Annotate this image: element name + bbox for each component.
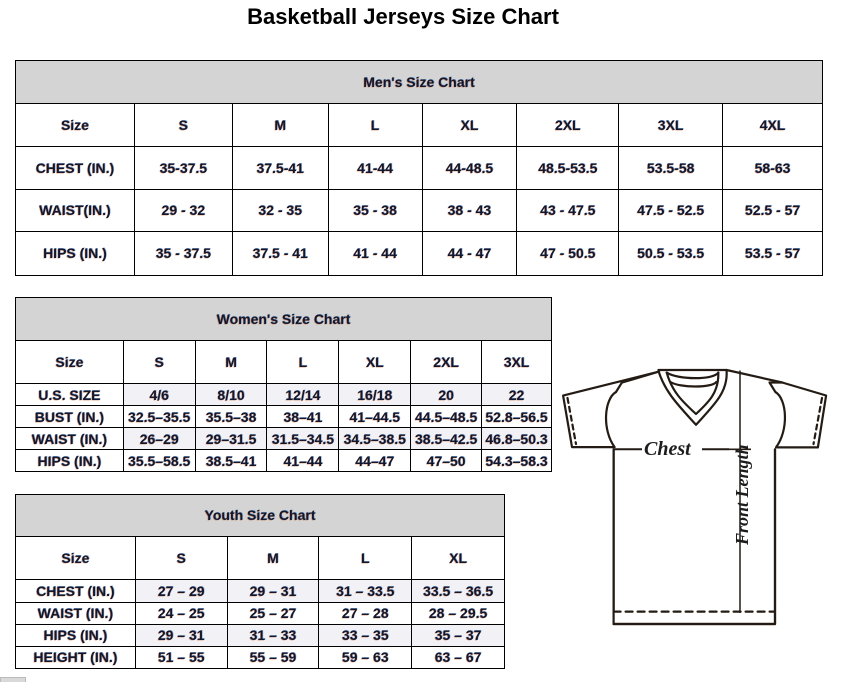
svg-text:Front Length: Front Length xyxy=(732,444,752,546)
svg-text:Chest: Chest xyxy=(644,438,692,460)
